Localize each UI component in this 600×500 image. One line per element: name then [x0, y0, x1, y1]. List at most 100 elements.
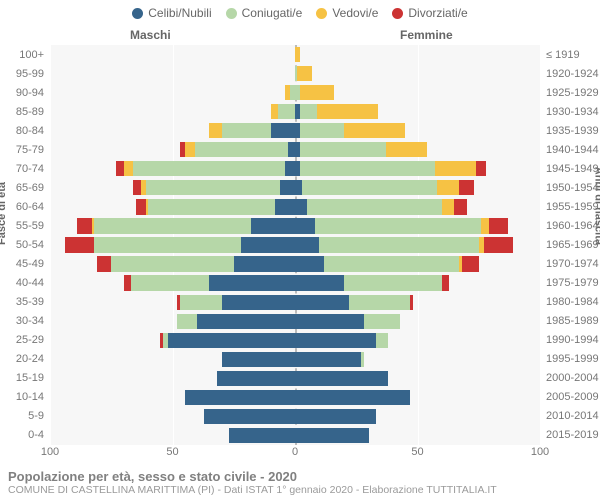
age-band-label: 20-24: [0, 350, 48, 369]
bar-male: [217, 371, 295, 386]
y-left-labels: 100+95-9990-9485-8980-8475-7970-7465-696…: [0, 45, 48, 445]
pyramid-row: [50, 140, 540, 159]
bar-female: [295, 256, 479, 271]
pyramid-row: [50, 83, 540, 102]
age-band-label: 10-14: [0, 388, 48, 407]
legend-item: Coniugati/e: [226, 6, 303, 20]
segment-single: [295, 333, 376, 348]
pyramid-row: [50, 197, 540, 216]
segment-divorced: [484, 237, 513, 252]
pyramid-row: [50, 369, 540, 388]
age-band-label: 25-29: [0, 331, 48, 350]
segment-married: [319, 237, 478, 252]
x-tick-label: 50: [411, 446, 423, 458]
age-band-label: 30-34: [0, 312, 48, 331]
segment-single: [288, 142, 295, 157]
legend-item: Divorziati/e: [392, 6, 467, 20]
segment-single: [185, 390, 295, 405]
age-band-label: 95-99: [0, 64, 48, 83]
segment-single: [295, 237, 319, 252]
segment-divorced: [459, 180, 474, 195]
age-band-label: 90-94: [0, 83, 48, 102]
segment-married: [300, 161, 435, 176]
bar-female: [295, 295, 413, 310]
bar-male: [160, 333, 295, 348]
segment-single: [217, 371, 295, 386]
bar-female: [295, 352, 364, 367]
bar-male: [177, 295, 295, 310]
legend-swatch: [316, 8, 327, 19]
segment-married: [364, 314, 401, 329]
birth-year-label: 1930-1934: [542, 102, 600, 121]
segment-divorced: [77, 218, 92, 233]
birth-year-label: 1965-1969: [542, 235, 600, 254]
segment-single: [285, 161, 295, 176]
segment-married: [344, 275, 442, 290]
segment-married: [349, 295, 410, 310]
segment-married: [94, 218, 251, 233]
segment-single: [280, 180, 295, 195]
segment-widowed: [437, 180, 459, 195]
pyramid-row: [50, 255, 540, 274]
segment-single: [204, 409, 295, 424]
age-band-label: 70-74: [0, 159, 48, 178]
pyramid-rows: [50, 45, 540, 445]
segment-widowed: [344, 123, 405, 138]
birth-year-label: 2010-2014: [542, 407, 600, 426]
pyramid-row: [50, 407, 540, 426]
population-pyramid-chart: Celibi/NubiliConiugati/eVedovi/eDivorzia…: [0, 0, 600, 500]
bar-female: [295, 371, 388, 386]
x-tick-label: 50: [166, 446, 178, 458]
segment-married: [300, 123, 344, 138]
x-tick-label: 100: [531, 446, 549, 458]
segment-widowed: [209, 123, 221, 138]
segment-single: [229, 428, 295, 443]
segment-widowed: [442, 199, 454, 214]
legend-label: Divorziati/e: [408, 6, 467, 20]
segment-single: [295, 352, 361, 367]
bar-female: [295, 314, 400, 329]
segment-married: [300, 104, 317, 119]
segment-married: [315, 218, 482, 233]
segment-single: [295, 295, 349, 310]
y-right-labels: ≤ 19191920-19241925-19291930-19341935-19…: [542, 45, 600, 445]
x-tick-label: 0: [292, 446, 298, 458]
segment-single: [295, 314, 364, 329]
pyramid-row: [50, 274, 540, 293]
segment-married: [133, 161, 285, 176]
birth-year-label: 2000-2004: [542, 369, 600, 388]
age-band-label: 60-64: [0, 197, 48, 216]
segment-single: [168, 333, 295, 348]
segment-divorced: [133, 180, 140, 195]
segment-widowed: [295, 47, 300, 62]
segment-widowed: [271, 104, 278, 119]
segment-married: [361, 352, 363, 367]
segment-single: [275, 199, 295, 214]
segment-married: [177, 314, 197, 329]
bar-male: [177, 314, 295, 329]
bar-male: [65, 237, 295, 252]
segment-widowed: [481, 218, 488, 233]
x-tick-label: 100: [41, 446, 59, 458]
segment-divorced: [124, 275, 131, 290]
segment-single: [295, 275, 344, 290]
segment-divorced: [116, 161, 123, 176]
chart-title: Popolazione per età, sesso e stato civil…: [8, 469, 592, 484]
birth-year-label: 1945-1949: [542, 159, 600, 178]
bar-female: [295, 409, 376, 424]
segment-single: [209, 275, 295, 290]
age-band-label: 15-19: [0, 369, 48, 388]
segment-widowed: [300, 85, 334, 100]
segment-widowed: [185, 142, 195, 157]
legend-swatch: [392, 8, 403, 19]
pyramid-row: [50, 293, 540, 312]
bar-male: [229, 428, 295, 443]
age-band-label: 5-9: [0, 407, 48, 426]
birth-year-label: 1955-1959: [542, 197, 600, 216]
bar-female: [295, 123, 405, 138]
bar-female: [295, 66, 312, 81]
birth-year-label: 1960-1964: [542, 216, 600, 235]
legend: Celibi/NubiliConiugati/eVedovi/eDivorzia…: [0, 0, 600, 20]
segment-married: [300, 142, 386, 157]
pyramid-row: [50, 312, 540, 331]
